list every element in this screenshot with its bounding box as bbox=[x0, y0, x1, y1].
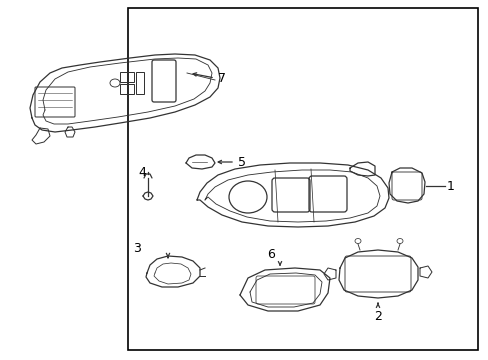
Bar bbox=[120, 84, 134, 94]
Text: 5: 5 bbox=[238, 156, 245, 168]
Text: 3: 3 bbox=[133, 242, 141, 255]
Text: 2: 2 bbox=[373, 310, 381, 323]
Bar bbox=[136, 72, 143, 94]
Bar bbox=[120, 72, 134, 82]
Bar bbox=[128, 8, 477, 350]
Text: 6: 6 bbox=[266, 248, 274, 261]
Text: 4: 4 bbox=[138, 166, 145, 179]
Text: 1: 1 bbox=[446, 180, 454, 193]
Text: 7: 7 bbox=[218, 72, 225, 85]
